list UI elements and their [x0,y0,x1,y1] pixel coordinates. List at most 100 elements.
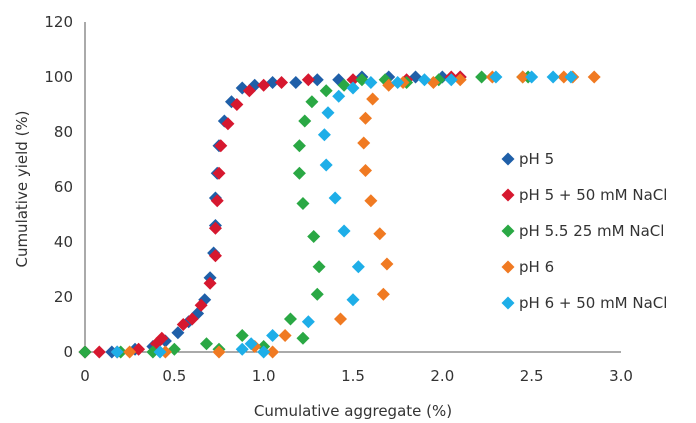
y-tick-label: 80 [54,123,73,141]
data-point [564,70,578,84]
data-point [212,345,226,359]
x-tick-label: 1.5 [341,367,365,385]
data-point [296,331,310,345]
data-point [199,337,213,351]
data-point [525,70,539,84]
data-point [296,197,310,210]
series-0 [78,70,467,359]
data-point [221,117,235,131]
data-point [292,139,306,153]
data-point [244,337,258,351]
data-point [337,224,351,238]
x-tick-label: 3.0 [609,367,633,385]
data-point [266,345,280,359]
y-tick-label: 100 [44,68,73,86]
data-point [357,136,371,150]
data-point [230,98,244,111]
data-point [319,158,333,172]
legend-label: pH 5.5 25 mM NaCl [519,222,664,240]
data-point [391,76,405,89]
data-point [328,191,342,205]
data-point [444,73,458,87]
data-point [278,329,292,342]
y-tick-label: 60 [54,178,73,196]
series-2 [78,70,535,359]
data-point [146,345,160,359]
data-point [210,194,224,208]
data-point [317,128,331,142]
data-point [242,84,256,98]
x-tick-label: 0 [80,367,90,385]
data-point [373,227,387,241]
series-4 [110,70,578,359]
data-point [489,70,503,84]
data-point [275,76,289,89]
legend-marker [501,260,515,274]
data-point [194,298,208,312]
data-point [153,345,167,359]
data-point [453,73,467,87]
data-point [123,345,137,359]
data-point [557,70,571,84]
legend-marker [501,224,515,238]
data-point [364,194,378,208]
data-point [203,276,217,290]
data-point [176,318,190,331]
legend-label: pH 6 [519,258,554,276]
data-point [359,164,373,177]
legend-label: pH 5 + 50 mM NaCl [519,186,667,204]
data-point [305,95,319,109]
data-point [351,260,365,274]
data-point [516,70,530,84]
legend-label: pH 5 [519,150,554,168]
data-point [321,106,335,120]
legend-marker [501,296,515,310]
data-point [155,331,169,345]
data-point [319,84,333,98]
data-point [307,230,321,243]
data-point [346,81,360,95]
data-points [78,70,601,359]
data-point [212,166,226,180]
data-point [587,70,601,84]
data-point [235,342,249,356]
data-point [185,312,199,326]
legend-marker [501,188,515,202]
y-tick-labels: 0 20 40 60 80 100 120 [44,13,73,361]
data-point [417,73,431,87]
legend-marker [501,152,515,166]
data-point [346,293,360,307]
y-tick-label: 20 [54,288,73,306]
data-point [214,139,228,153]
data-point [298,114,312,128]
x-tick-labels: 0 0.5 1.0 1.5 2.0 2.5 3.0 [80,367,633,385]
x-tick-label: 1.0 [252,367,276,385]
y-axis-label: Cumulative yield (%) [13,110,31,267]
data-point [289,76,303,89]
legend: pH 5 pH 5 + 50 mM NaCl pH 5.5 25 mM NaCl pH… [501,150,667,312]
data-point [257,78,271,92]
data-point [301,73,315,87]
data-point [346,73,360,87]
data-point [332,89,346,103]
data-point [364,76,378,89]
data-point [333,312,347,326]
x-axis-label: Cumulative aggregate (%) [254,402,452,420]
data-point [208,221,222,235]
data-point [266,329,280,342]
data-point [78,345,92,359]
legend-label: pH 6 + 50 mM NaCl [519,294,667,312]
data-point [359,111,373,125]
y-tick-label: 0 [63,343,73,361]
data-point [283,312,297,326]
data-point [171,326,185,340]
x-tick-label: 2.0 [430,367,454,385]
data-point [257,345,271,359]
data-point [235,329,249,342]
series-1 [78,70,467,359]
x-tick-label: 0.5 [162,367,186,385]
data-point [208,249,222,263]
data-point [110,345,124,359]
y-tick-label: 40 [54,233,73,251]
